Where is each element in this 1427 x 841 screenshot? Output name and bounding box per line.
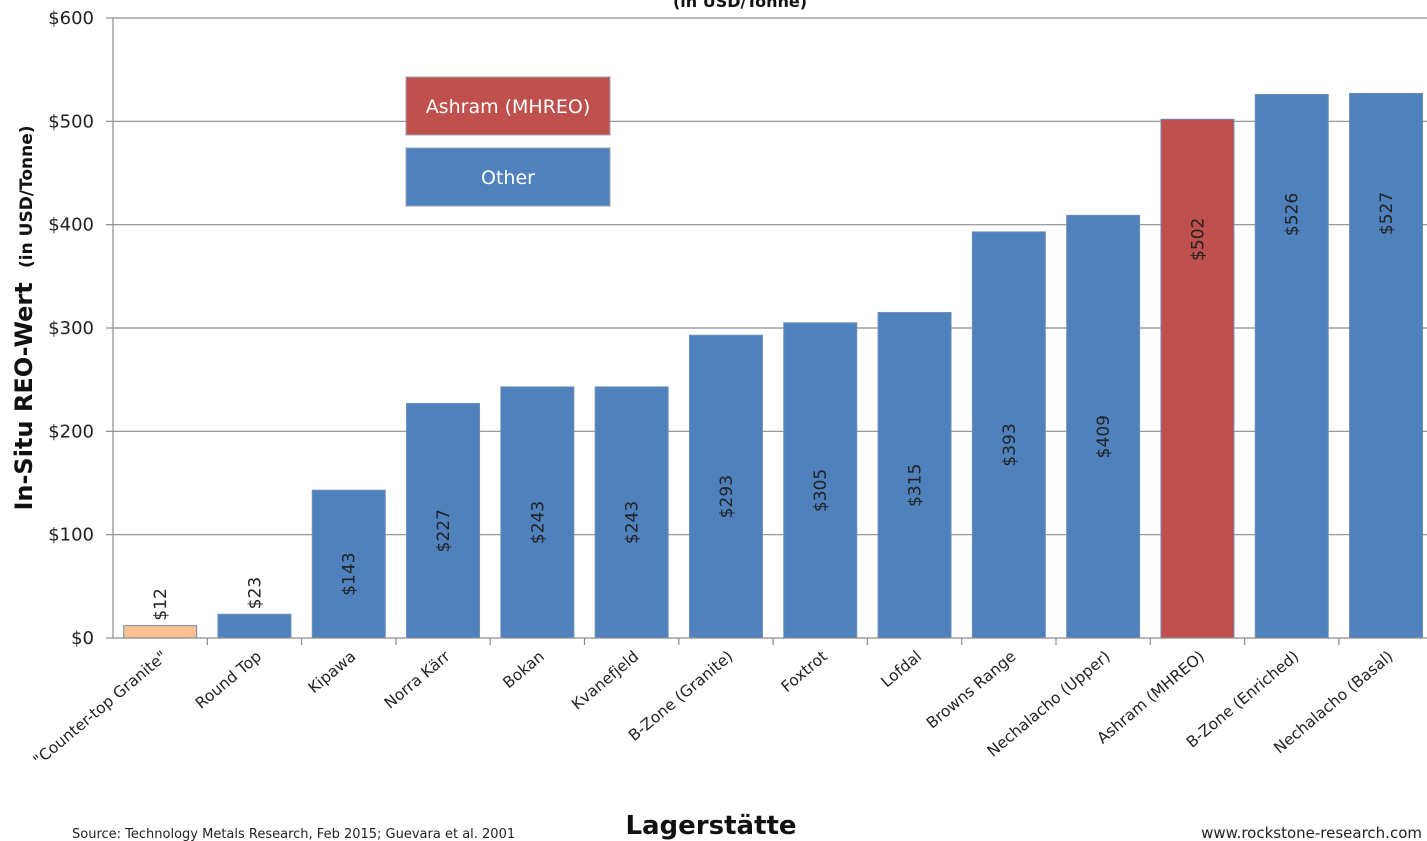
source-note: Source: Technology Metals Research, Feb … — [72, 827, 515, 841]
y-tick-label: $0 — [71, 628, 94, 649]
y-tick-label: $200 — [48, 421, 94, 442]
bar — [1160, 118, 1235, 639]
bar — [311, 489, 386, 639]
bar-value-label: $393 — [1000, 423, 1020, 466]
bar — [406, 402, 481, 639]
y-tick-label: $500 — [48, 111, 94, 132]
category-label: Browns Range — [923, 647, 1019, 732]
y-axis-label-unit: (in USD/Tonne) — [17, 125, 37, 268]
category-label: Norra Kärr — [381, 647, 454, 713]
bar-value-label: $227 — [434, 509, 454, 552]
category-label: B-Zone (Granite) — [625, 647, 736, 745]
category-label: Kvanefjeld — [568, 647, 642, 713]
bar — [1254, 93, 1329, 639]
legend-swatch — [405, 76, 611, 136]
bar — [1066, 214, 1141, 639]
y-axis-label-main: In-Situ REO-Wert — [10, 282, 38, 510]
bar-value-label: $502 — [1188, 218, 1208, 261]
y-tick-label: $300 — [48, 318, 94, 339]
x-axis: "Counter-top Granite" Round Top Kipawa Norr… — [30, 637, 1427, 770]
bar — [123, 625, 198, 639]
legend-label: Other — [481, 167, 535, 189]
bar-value-label: $527 — [1377, 192, 1397, 235]
bar — [217, 613, 292, 639]
chart-title-fragment: (in USD/Tonne) — [673, 0, 807, 11]
bar-value-label: $526 — [1283, 193, 1303, 236]
category-label: Bokan — [499, 647, 547, 692]
bar-value-label: $409 — [1094, 415, 1114, 458]
legend-label: Ashram (MHREO) — [426, 96, 591, 118]
y-tick-label: $100 — [48, 525, 94, 546]
x-axis-label: Lagerstätte — [625, 811, 796, 841]
bar — [783, 322, 858, 639]
bar-value-label: $12 — [151, 588, 171, 620]
bar-value-label: $293 — [717, 475, 737, 518]
category-label: Lofdal — [878, 647, 926, 691]
bar — [688, 334, 763, 639]
legend: Ashram (MHREO) Other — [405, 76, 611, 207]
legend-swatch — [405, 147, 611, 207]
bar-value-label: $243 — [528, 501, 548, 544]
category-label: Kipawa — [305, 647, 359, 697]
watermark-url: www.rockstone-research.com — [1201, 824, 1422, 841]
y-axis-label: In-Situ REO-Wert (in USD/Tonne) — [10, 125, 38, 510]
bar — [594, 386, 669, 639]
bar-value-label: $315 — [906, 464, 926, 507]
bar — [500, 386, 575, 639]
y-tick-label: $400 — [48, 215, 94, 236]
bar — [971, 231, 1046, 639]
category-label: "Counter-top Granite" — [30, 647, 171, 769]
bar — [877, 312, 952, 639]
bar-value-label: $305 — [811, 469, 831, 512]
bar — [1349, 92, 1424, 639]
bar-value-label: $243 — [623, 501, 643, 544]
y-tick-label: $600 — [48, 8, 94, 29]
bar-value-label: $23 — [245, 577, 265, 609]
category-label: Foxtrot — [778, 647, 831, 696]
y-axis-ticks: $0 $100 $200 $300 $400 $500 $600 — [48, 8, 114, 649]
bar-value-label: $143 — [340, 552, 360, 595]
category-label: Round Top — [192, 647, 265, 712]
bars: $12 $23 $143 $227 $243 $243 $293 $305 $315 $393 $4… — [123, 92, 1424, 639]
